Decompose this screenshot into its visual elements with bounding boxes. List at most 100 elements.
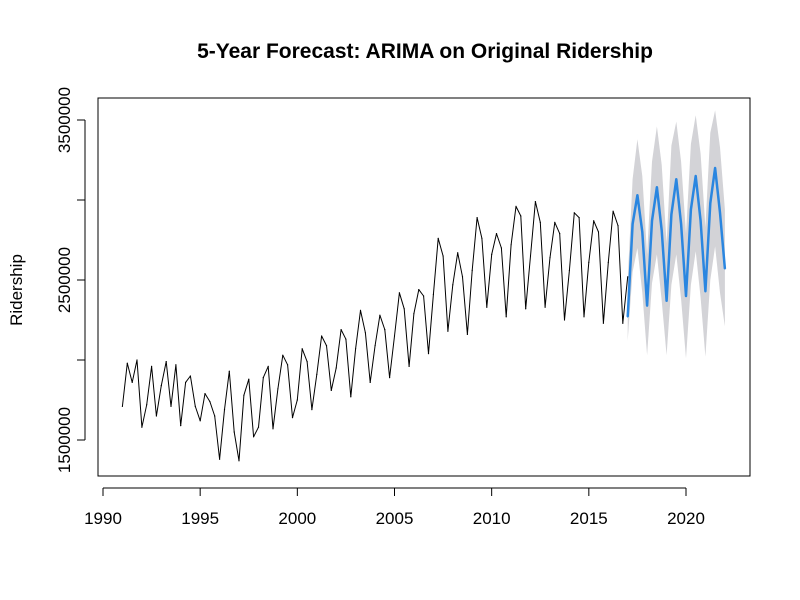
history-point bbox=[126, 362, 128, 364]
history-point bbox=[471, 269, 473, 271]
history-point bbox=[277, 388, 279, 390]
history-point bbox=[369, 381, 371, 383]
history-point bbox=[316, 373, 318, 375]
history-point bbox=[170, 405, 172, 407]
forecast-point bbox=[685, 295, 687, 297]
history-point bbox=[476, 217, 478, 219]
history-point bbox=[151, 365, 153, 367]
forecast-point bbox=[714, 167, 716, 169]
forecast-point bbox=[680, 223, 682, 225]
forecast-point bbox=[626, 316, 629, 318]
history-point bbox=[578, 217, 580, 219]
history-point bbox=[554, 221, 556, 223]
history-point bbox=[568, 269, 571, 271]
history-point bbox=[311, 409, 313, 411]
forecast-point bbox=[694, 175, 697, 177]
plot-frame bbox=[97, 97, 751, 477]
history-point bbox=[461, 276, 464, 278]
history-point bbox=[204, 393, 206, 395]
history-point bbox=[495, 233, 498, 235]
history-point bbox=[466, 333, 468, 335]
history-point bbox=[374, 345, 376, 347]
x-axis: 1990 1995 2000 2005 2010 2015 2020 bbox=[84, 487, 705, 528]
forecast-point bbox=[656, 186, 658, 188]
history-point bbox=[272, 428, 274, 430]
history-point bbox=[379, 314, 381, 316]
history-point bbox=[597, 231, 600, 233]
history-point bbox=[267, 365, 269, 367]
history-point bbox=[481, 237, 483, 239]
history-point bbox=[175, 364, 177, 366]
history-point bbox=[525, 308, 527, 310]
history-point bbox=[306, 361, 308, 363]
history-point bbox=[155, 415, 157, 417]
history-point bbox=[238, 460, 240, 462]
history-point bbox=[180, 425, 182, 427]
history-point bbox=[209, 401, 211, 403]
history-point bbox=[301, 348, 303, 350]
history-point bbox=[345, 338, 347, 340]
x-tick-label: 2020 bbox=[667, 509, 705, 528]
history-point bbox=[121, 405, 123, 407]
history-point bbox=[296, 399, 298, 401]
history-point bbox=[165, 361, 167, 363]
history-point bbox=[330, 389, 332, 391]
history-point bbox=[529, 255, 532, 257]
x-tick-label: 2000 bbox=[278, 509, 316, 528]
history-point bbox=[257, 426, 260, 428]
history-point bbox=[262, 377, 264, 379]
history-point bbox=[359, 309, 362, 311]
history-point bbox=[583, 316, 585, 318]
history-point bbox=[340, 329, 342, 331]
history-point bbox=[199, 420, 201, 422]
history-point bbox=[233, 431, 235, 433]
history-point bbox=[393, 335, 396, 337]
history-point bbox=[398, 292, 400, 294]
history-point bbox=[160, 385, 162, 387]
forecast-point bbox=[675, 178, 678, 180]
history-point bbox=[325, 345, 328, 347]
forecast-point bbox=[690, 208, 692, 211]
history-point bbox=[214, 415, 216, 417]
history-point bbox=[544, 306, 546, 308]
history-point bbox=[219, 458, 221, 460]
history-point bbox=[185, 381, 187, 383]
history-point bbox=[505, 316, 507, 318]
history-point bbox=[413, 313, 415, 315]
history-point bbox=[282, 354, 284, 356]
history-point bbox=[423, 295, 425, 297]
forecast-point bbox=[651, 220, 653, 222]
history-point bbox=[612, 210, 614, 212]
history-point bbox=[539, 221, 541, 223]
history-point bbox=[573, 212, 575, 214]
history-point bbox=[287, 364, 289, 366]
history-point bbox=[593, 220, 595, 222]
y-tick-label: 3500000 bbox=[55, 87, 74, 153]
history-point bbox=[588, 261, 590, 263]
forecast-point bbox=[665, 300, 668, 302]
x-tick-label: 2015 bbox=[570, 509, 608, 528]
history-point bbox=[136, 359, 138, 361]
history-point bbox=[403, 308, 405, 310]
history-point bbox=[559, 233, 561, 235]
history-point bbox=[364, 332, 366, 334]
forecast-point bbox=[719, 212, 721, 214]
history-point bbox=[617, 225, 619, 227]
history-point bbox=[248, 378, 250, 380]
x-tick-label: 1990 bbox=[84, 509, 122, 528]
history-point bbox=[457, 252, 459, 254]
history-point bbox=[141, 426, 143, 428]
history-point bbox=[189, 375, 191, 377]
history-point bbox=[384, 329, 386, 331]
history-point bbox=[486, 306, 488, 308]
history-point bbox=[350, 396, 352, 398]
forecast-point bbox=[699, 220, 702, 222]
forecast-interval-band bbox=[627, 110, 725, 359]
history-point bbox=[389, 377, 391, 379]
history-point bbox=[491, 253, 493, 255]
history-point bbox=[418, 289, 420, 291]
history-point bbox=[131, 381, 133, 383]
history-point bbox=[194, 405, 196, 407]
history-point bbox=[427, 353, 430, 355]
